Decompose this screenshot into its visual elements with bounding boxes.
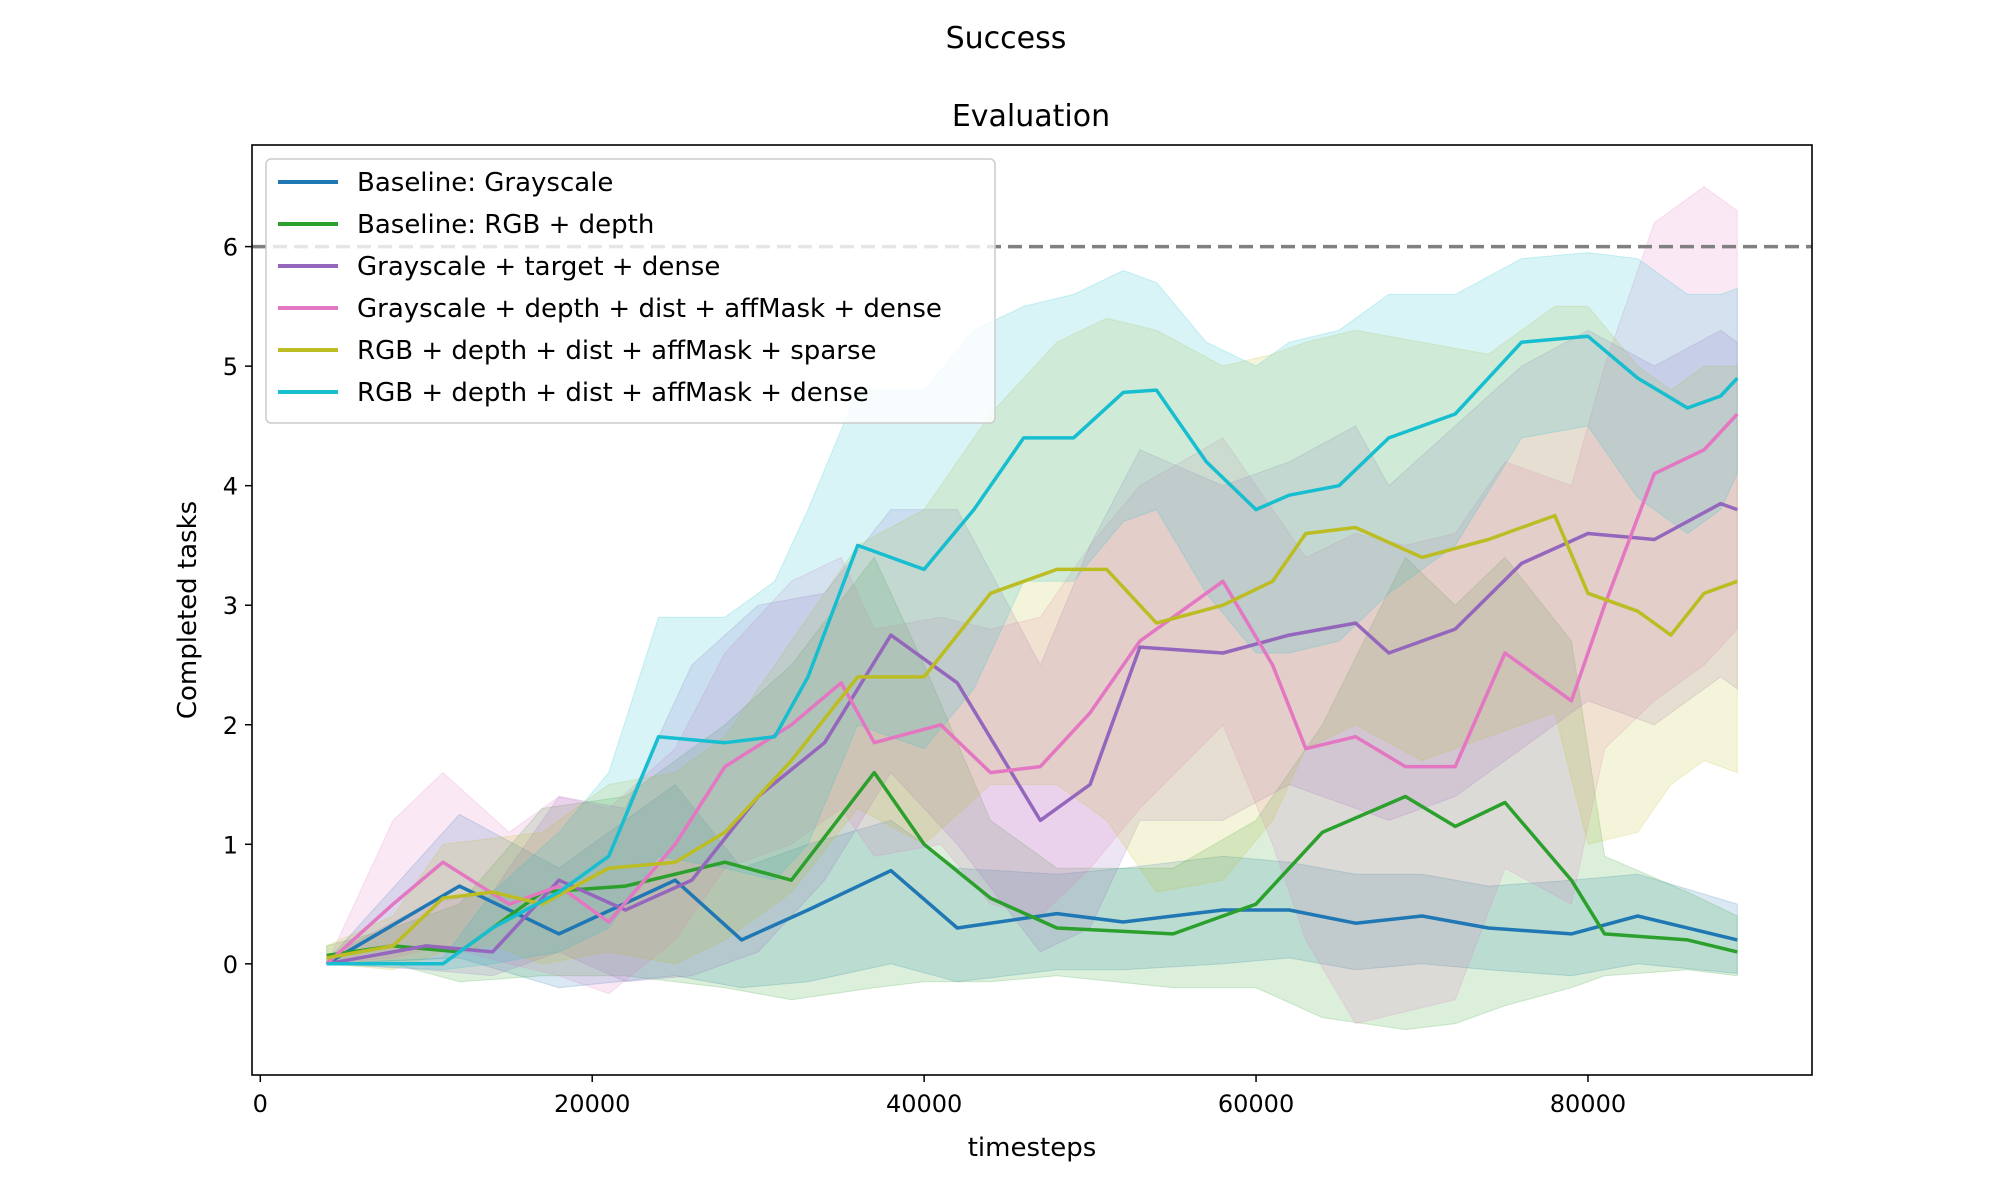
confidence-bands [325, 186, 1738, 1031]
band-baseline-rgb-depth [326, 556, 1738, 1031]
line-baseline-grayscale [325, 868, 1738, 966]
y-axis-ticks: 0 1 2 3 4 5 6 [223, 234, 252, 979]
x-tick-label: 60000 [1218, 1090, 1294, 1118]
y-tick-label: 3 [223, 592, 238, 620]
chart-title: Evaluation [952, 99, 1110, 134]
series-lines [325, 334, 1739, 966]
legend-label: Grayscale + target + dense [357, 252, 720, 282]
band-grayscale-depth-dist-affmask-dense [325, 186, 1738, 1025]
y-tick-label: 1 [223, 831, 238, 859]
x-axis-ticks: 0 20000 40000 60000 80000 [253, 1075, 1626, 1118]
line-grayscale-target-dense [326, 501, 1738, 966]
x-tick-label: 0 [253, 1090, 268, 1118]
line-grayscale-depth-dist-affmask-dense [325, 412, 1739, 966]
x-tick-label: 40000 [886, 1090, 962, 1118]
line-rgb-depth-dist-affmask-sparse [326, 513, 1738, 960]
legend-label: Grayscale + depth + dist + affMask + den… [357, 294, 942, 324]
legend-label: Baseline: RGB + depth [357, 210, 654, 240]
y-tick-label: 6 [223, 234, 238, 262]
y-tick-label: 5 [223, 353, 238, 381]
x-axis-label: timesteps [968, 1133, 1097, 1163]
legend-label: RGB + depth + dist + affMask + dense [357, 378, 869, 408]
y-tick-label: 0 [223, 951, 238, 979]
legend-label: Baseline: Grayscale [357, 168, 613, 198]
figure-title: Success [946, 21, 1067, 56]
y-tick-label: 4 [223, 473, 238, 501]
band-grayscale-target-dense [326, 329, 1738, 983]
legend-label: RGB + depth + dist + affMask + sparse [357, 336, 876, 366]
y-axis-label: Completed tasks [173, 501, 203, 719]
x-tick-label: 20000 [554, 1090, 630, 1118]
plot-frame [251, 144, 1813, 1076]
line-rgb-depth-dist-affmask-dense [326, 334, 1739, 966]
legend-box [265, 158, 996, 424]
x-tick-label: 80000 [1550, 1090, 1626, 1118]
y-tick-label: 2 [223, 712, 238, 740]
legend: Baseline: Grayscale Baseline: RGB + depth… [265, 158, 996, 424]
